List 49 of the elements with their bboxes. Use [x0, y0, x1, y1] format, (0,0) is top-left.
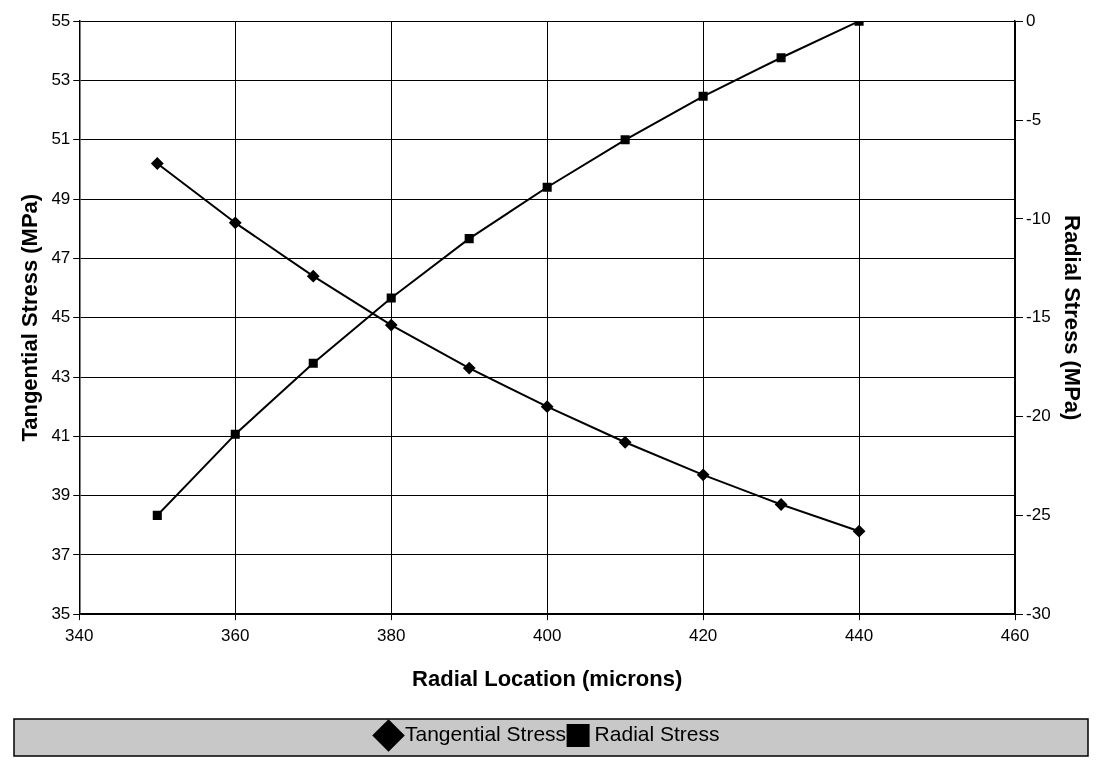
y-tick-label: 37 [51, 544, 71, 564]
y2-tick-label: 0 [1026, 10, 1036, 30]
y2-tick-label: -10 [1026, 208, 1051, 228]
point [620, 135, 630, 145]
x-axis-title: Radial Location (microns) [412, 665, 683, 691]
x-tick-label: 340 [65, 626, 94, 646]
point [151, 157, 164, 170]
y2-tick-label: -15 [1026, 307, 1051, 327]
y2-tick-label: -30 [1026, 603, 1051, 623]
point [775, 498, 788, 511]
point [230, 429, 240, 439]
point [308, 358, 318, 368]
point [464, 234, 474, 244]
y-tick-label: 47 [51, 248, 71, 268]
x-tick-label: 460 [1000, 626, 1030, 646]
point [386, 293, 396, 303]
y2-axis-title: Radial Stress (MPa) [1059, 215, 1085, 421]
x-tick-label: 420 [688, 626, 718, 646]
legend-label: Radial Stress [594, 722, 720, 746]
x-tick-label: 440 [844, 626, 874, 646]
y2-tick-label: -20 [1026, 406, 1051, 426]
y-tick-label: 41 [51, 425, 71, 445]
point [541, 400, 554, 413]
point [229, 216, 242, 229]
point [542, 182, 552, 192]
y-tick-label: 55 [51, 10, 71, 30]
point [619, 436, 632, 449]
y2-tick-label: -5 [1026, 109, 1042, 129]
y-axis-title: Tangential Stress (MPa) [17, 193, 43, 442]
x-tick-label: 400 [532, 626, 562, 646]
y-tick-label: 53 [51, 70, 71, 90]
x-tick-label: 380 [377, 626, 406, 646]
legend-label: Tangential Stress [405, 722, 567, 746]
y-tick-label: 45 [51, 307, 71, 327]
x-tick-label: 360 [221, 626, 250, 646]
y-tick-label: 51 [51, 129, 71, 149]
point [152, 510, 162, 520]
point [385, 319, 398, 332]
point [697, 468, 710, 481]
point [853, 525, 866, 538]
y-tick-label: 35 [51, 603, 71, 623]
y2-tick-label: -25 [1026, 505, 1051, 525]
point [463, 362, 476, 375]
point [776, 53, 786, 63]
y-tick-label: 43 [51, 366, 71, 386]
point [307, 270, 320, 283]
y-tick-label: 39 [51, 485, 71, 505]
y-tick-label: 49 [51, 188, 71, 208]
point [698, 91, 708, 101]
